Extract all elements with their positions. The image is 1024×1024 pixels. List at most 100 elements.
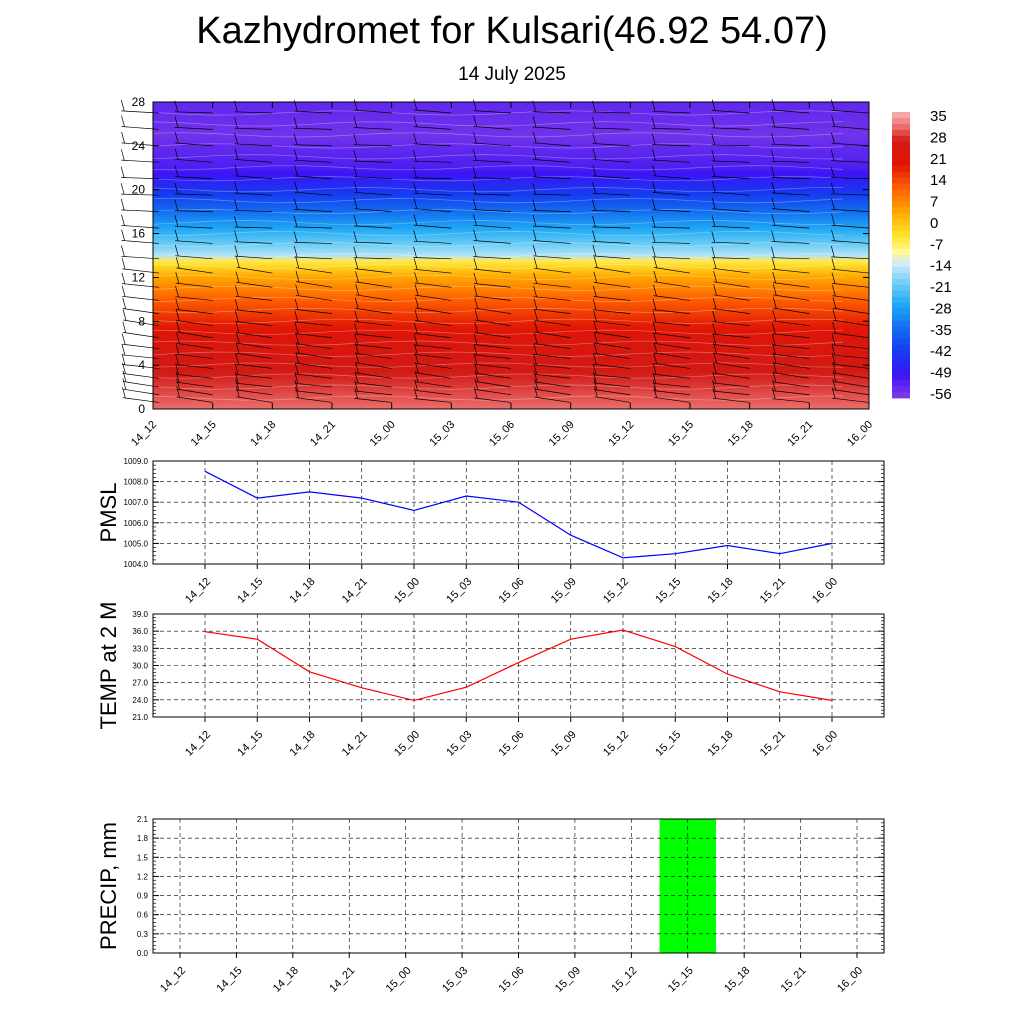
chart-subtitle: 14 July 2025 xyxy=(458,64,566,85)
y-tick-label: 30.0 xyxy=(132,662,148,671)
wind-barb xyxy=(771,197,810,212)
wind-barb xyxy=(235,285,273,301)
x-tick-label: 15_09 xyxy=(553,965,583,995)
x-tick-label: 15_21 xyxy=(758,729,788,759)
wind-barb xyxy=(771,230,810,244)
wind-barb xyxy=(474,297,512,314)
wind-barb xyxy=(294,311,333,327)
colorbar-box xyxy=(892,183,910,190)
wind-barb xyxy=(473,344,512,359)
wind-barb xyxy=(353,246,392,260)
x-tick-label: 15_09 xyxy=(549,729,579,759)
wind-barb xyxy=(771,214,810,229)
colorbar-box xyxy=(892,117,910,125)
y-tick-label: 20 xyxy=(132,183,146,197)
x-tick-label: 14_12 xyxy=(183,576,213,606)
colorbar-box xyxy=(892,296,910,304)
wind-barb xyxy=(293,246,333,260)
colorbar-box xyxy=(892,207,910,214)
wind-barb xyxy=(593,256,631,274)
x-tick-label: 15_18 xyxy=(726,419,756,449)
wind-barb xyxy=(592,230,631,244)
wind-barb xyxy=(831,132,870,147)
wind-barb xyxy=(711,116,750,130)
wind-barb xyxy=(414,322,452,339)
wind-barb xyxy=(234,164,273,180)
wind-barb xyxy=(174,116,213,130)
contour-line xyxy=(152,220,844,226)
contour-line xyxy=(152,198,844,204)
x-tick-label: 15_18 xyxy=(722,965,752,995)
y-tick-label: 1009.0 xyxy=(124,457,149,466)
wind-barb xyxy=(353,181,392,196)
wind-barb xyxy=(473,229,512,244)
colorbar-box xyxy=(892,290,910,298)
y-tick-label: 39.0 xyxy=(132,610,148,619)
colorbar-box xyxy=(892,129,910,137)
y-tick-label: 0.0 xyxy=(137,949,149,958)
y-tick-label: 1006.0 xyxy=(124,519,149,528)
wind-barb xyxy=(414,272,452,288)
wind-barb xyxy=(592,199,631,212)
wind-barb xyxy=(592,215,631,229)
colorbar-box xyxy=(892,374,910,381)
wind-barb xyxy=(651,117,691,130)
wind-barb xyxy=(832,297,870,314)
wind-barb xyxy=(174,215,213,229)
wind-barb xyxy=(472,149,512,163)
temp-2m-axis-label: TEMP at 2 M xyxy=(96,602,121,730)
wind-barb xyxy=(651,216,691,229)
wind-barb xyxy=(354,371,392,388)
wind-barb xyxy=(413,99,452,114)
contour-line xyxy=(152,395,844,401)
wind-barb xyxy=(413,166,452,180)
contour-line xyxy=(152,362,844,368)
x-tick-label: 15_12 xyxy=(609,965,639,995)
wind-barb xyxy=(830,182,870,196)
wind-barb xyxy=(174,229,213,244)
wind-barb xyxy=(533,371,571,388)
wind-barb xyxy=(175,298,213,314)
x-tick-label: 15_00 xyxy=(368,419,398,449)
wind-barb xyxy=(234,199,273,212)
wind-barb xyxy=(594,332,631,350)
wind-barb xyxy=(473,258,512,274)
y-tick-label: 1007.0 xyxy=(124,498,149,507)
x-tick-label: 14_21 xyxy=(327,965,357,995)
wind-barb xyxy=(234,182,273,196)
wind-barb xyxy=(532,199,571,212)
colorbar-box xyxy=(892,165,910,172)
chart-title: Kazhydromet for Kulsari(46.92 54.07) xyxy=(196,10,828,52)
wind-barb xyxy=(652,363,691,379)
contour-line xyxy=(152,231,844,237)
wind-barb xyxy=(593,353,631,369)
contour-line xyxy=(152,329,844,335)
wind-barb xyxy=(175,371,213,388)
wind-barb xyxy=(295,332,333,350)
wind-barb xyxy=(472,198,512,212)
wind-barb xyxy=(413,182,452,196)
wind-barb xyxy=(174,182,213,196)
wind-barb xyxy=(711,246,750,260)
wind-barb xyxy=(294,165,333,180)
wind-barb xyxy=(532,148,571,163)
wind-barb xyxy=(473,285,512,301)
wind-barb xyxy=(353,197,392,212)
wind-barb xyxy=(831,115,870,130)
wind-barb xyxy=(711,149,750,163)
wind-barb xyxy=(533,298,571,314)
wind-barb xyxy=(353,133,392,147)
wind-barb xyxy=(175,257,213,274)
wind-barb xyxy=(413,246,452,260)
x-tick-label: 15_18 xyxy=(706,576,736,606)
wind-barb xyxy=(652,149,691,163)
colorbar-box xyxy=(892,314,910,321)
wind-barb xyxy=(533,285,571,301)
wind-barb xyxy=(771,166,810,180)
y-tick-label: 33.0 xyxy=(132,644,148,653)
wind-barb xyxy=(712,323,750,339)
x-tick-label: 14_12 xyxy=(183,729,213,759)
colorbar-box xyxy=(892,135,910,143)
y-tick-label: 1.5 xyxy=(137,853,149,862)
wind-barb xyxy=(235,310,273,327)
